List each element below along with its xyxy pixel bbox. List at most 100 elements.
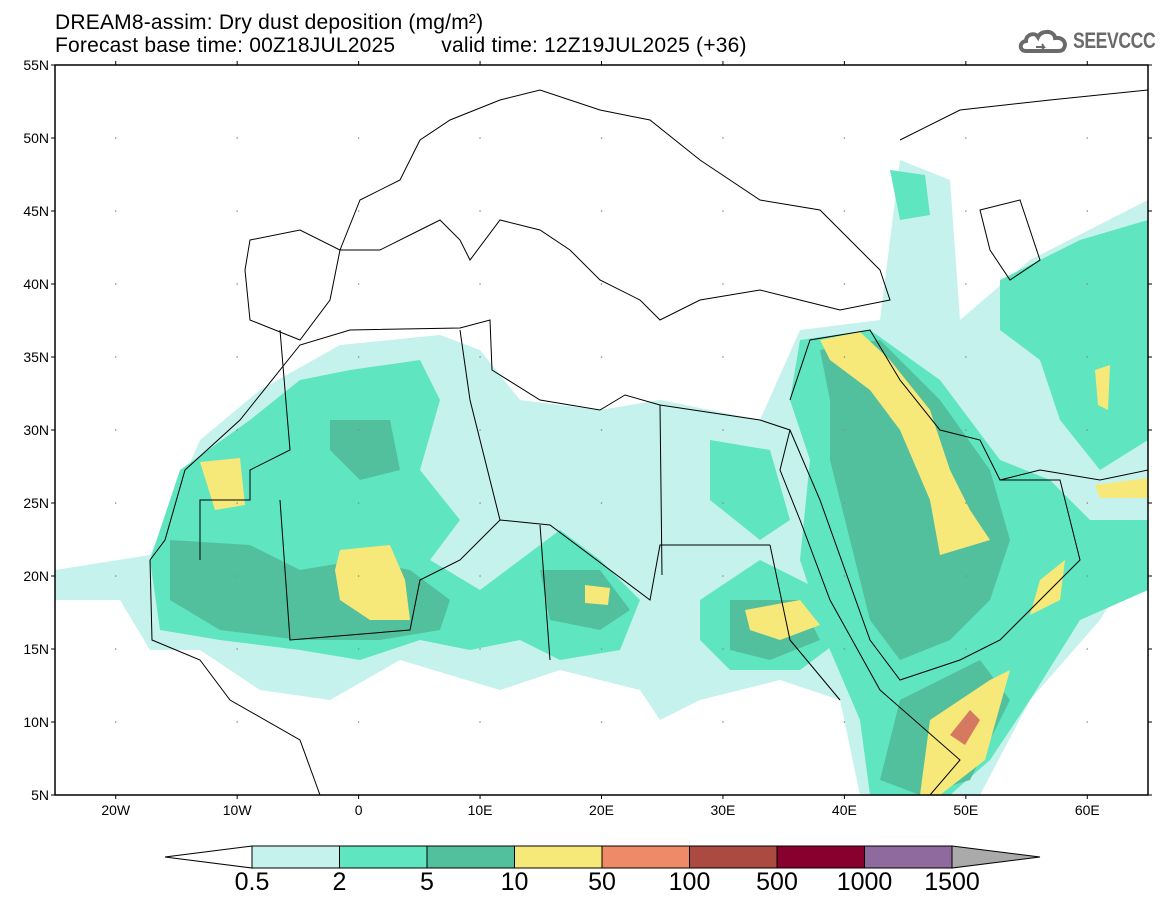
grid-dot [843, 575, 846, 577]
grid-dot [114, 721, 117, 723]
grid-dot [722, 721, 724, 723]
grid-dot [479, 356, 481, 358]
grid-dot [965, 721, 967, 723]
grid-dot [236, 210, 238, 212]
grid-dot [600, 356, 603, 358]
lat-label: 40N [23, 276, 49, 292]
dust-level-10 [1095, 478, 1148, 498]
colorbar-swatch [776, 845, 865, 869]
cloud-icon [1018, 29, 1067, 53]
colorbar-label: 500 [756, 868, 798, 896]
grid-dot [843, 356, 846, 358]
colorbar-under-arrow [164, 845, 253, 869]
dust-level-10 [745, 600, 820, 640]
grid-dot [965, 429, 967, 431]
colorbar [164, 845, 1041, 869]
grid-dot [600, 283, 603, 285]
base-time: Forecast base time: 00Z18JUL2025 [55, 34, 396, 57]
grid-dot [722, 137, 724, 139]
colorbar-label: 1500 [924, 868, 980, 896]
lon-label: 50E [953, 802, 978, 818]
grid-dot [236, 502, 238, 504]
grid-dot [965, 356, 967, 358]
grid-dot [236, 721, 238, 723]
lon-label: 20W [101, 802, 131, 818]
grid-dot [722, 283, 724, 285]
grid-dot [843, 137, 846, 139]
grid-dot [965, 502, 967, 504]
colorbar-label: 5 [420, 868, 434, 896]
lat-label: 55N [23, 57, 49, 73]
grid-dot [236, 429, 238, 431]
grid-dot [236, 575, 238, 577]
lon-label: 40E [832, 802, 857, 818]
grid-dot [722, 648, 724, 650]
grid-dot [479, 429, 481, 431]
grid-dot [843, 429, 846, 431]
grid-dot [357, 502, 360, 504]
colorbar-label: 2 [332, 868, 347, 896]
grid-dot [114, 283, 117, 285]
grid-dot [114, 210, 117, 212]
grid-dot [479, 137, 481, 139]
lat-label: 20N [23, 568, 49, 584]
dust-level-2 [710, 440, 790, 540]
colorbar-swatch [601, 845, 690, 869]
grid-dot [236, 283, 238, 285]
dust-level-5 [820, 340, 1010, 660]
colorbar-label: 1000 [836, 868, 893, 896]
grid-dot [1086, 356, 1089, 358]
grid-dot [600, 137, 603, 139]
lat-label: 35N [23, 349, 49, 365]
dust-level-10 [585, 585, 610, 605]
grid-dot [357, 283, 360, 285]
grid-dot [236, 137, 238, 139]
dust-level-5 [330, 420, 400, 480]
lat-label: 25N [23, 495, 49, 511]
graticule [114, 137, 1089, 723]
grid-dot [1086, 575, 1089, 577]
lat-label: 10N [23, 714, 49, 730]
grid-dot [236, 356, 238, 358]
lat-label: 30N [23, 422, 49, 438]
grid-dot [1086, 137, 1089, 139]
coastlines-borders [149, 89, 1148, 795]
grid-dot [600, 648, 603, 650]
grid-dot [722, 502, 724, 504]
grid-dot [357, 575, 360, 577]
lon-label: 20E [589, 802, 614, 818]
grid-dot [114, 137, 117, 139]
lon-label: 60E [1075, 802, 1100, 818]
colorbar-swatch [514, 845, 603, 869]
grid-dot [600, 721, 603, 723]
colorbar-swatch [339, 845, 428, 869]
grid-dot [600, 429, 603, 431]
grid-dot [236, 648, 238, 650]
colorbar-label: 100 [668, 868, 711, 896]
map-title: DREAM8-assim: Dry dust deposition (mg/m²… [55, 11, 484, 34]
dust-level-10 [1095, 365, 1110, 410]
dust-level-2 [1000, 220, 1148, 470]
grid-dot [479, 502, 481, 504]
grid-dot [357, 356, 360, 358]
lat-label: 45N [23, 203, 49, 219]
grid-dot [357, 210, 360, 212]
map-subtitle: Forecast base time: 00Z18JUL2025 valid ti… [55, 35, 747, 56]
colorbar-label: 10 [500, 868, 529, 896]
colorbar-swatch [864, 845, 953, 869]
colorbar-swatch [689, 845, 778, 869]
lon-label: 30E [710, 802, 735, 818]
grid-dot [843, 502, 846, 504]
grid-dot [965, 648, 967, 650]
grid-dot [965, 283, 967, 285]
lat-label: 50N [23, 130, 49, 146]
grid-dot [600, 502, 603, 504]
grid-dot [357, 429, 360, 431]
grid-dot [843, 210, 846, 212]
colorbar-swatch [251, 845, 340, 869]
dust-level-10 [200, 458, 245, 510]
grid-dot [479, 648, 481, 650]
dust-level-10 [335, 545, 410, 620]
grid-dot [479, 210, 481, 212]
